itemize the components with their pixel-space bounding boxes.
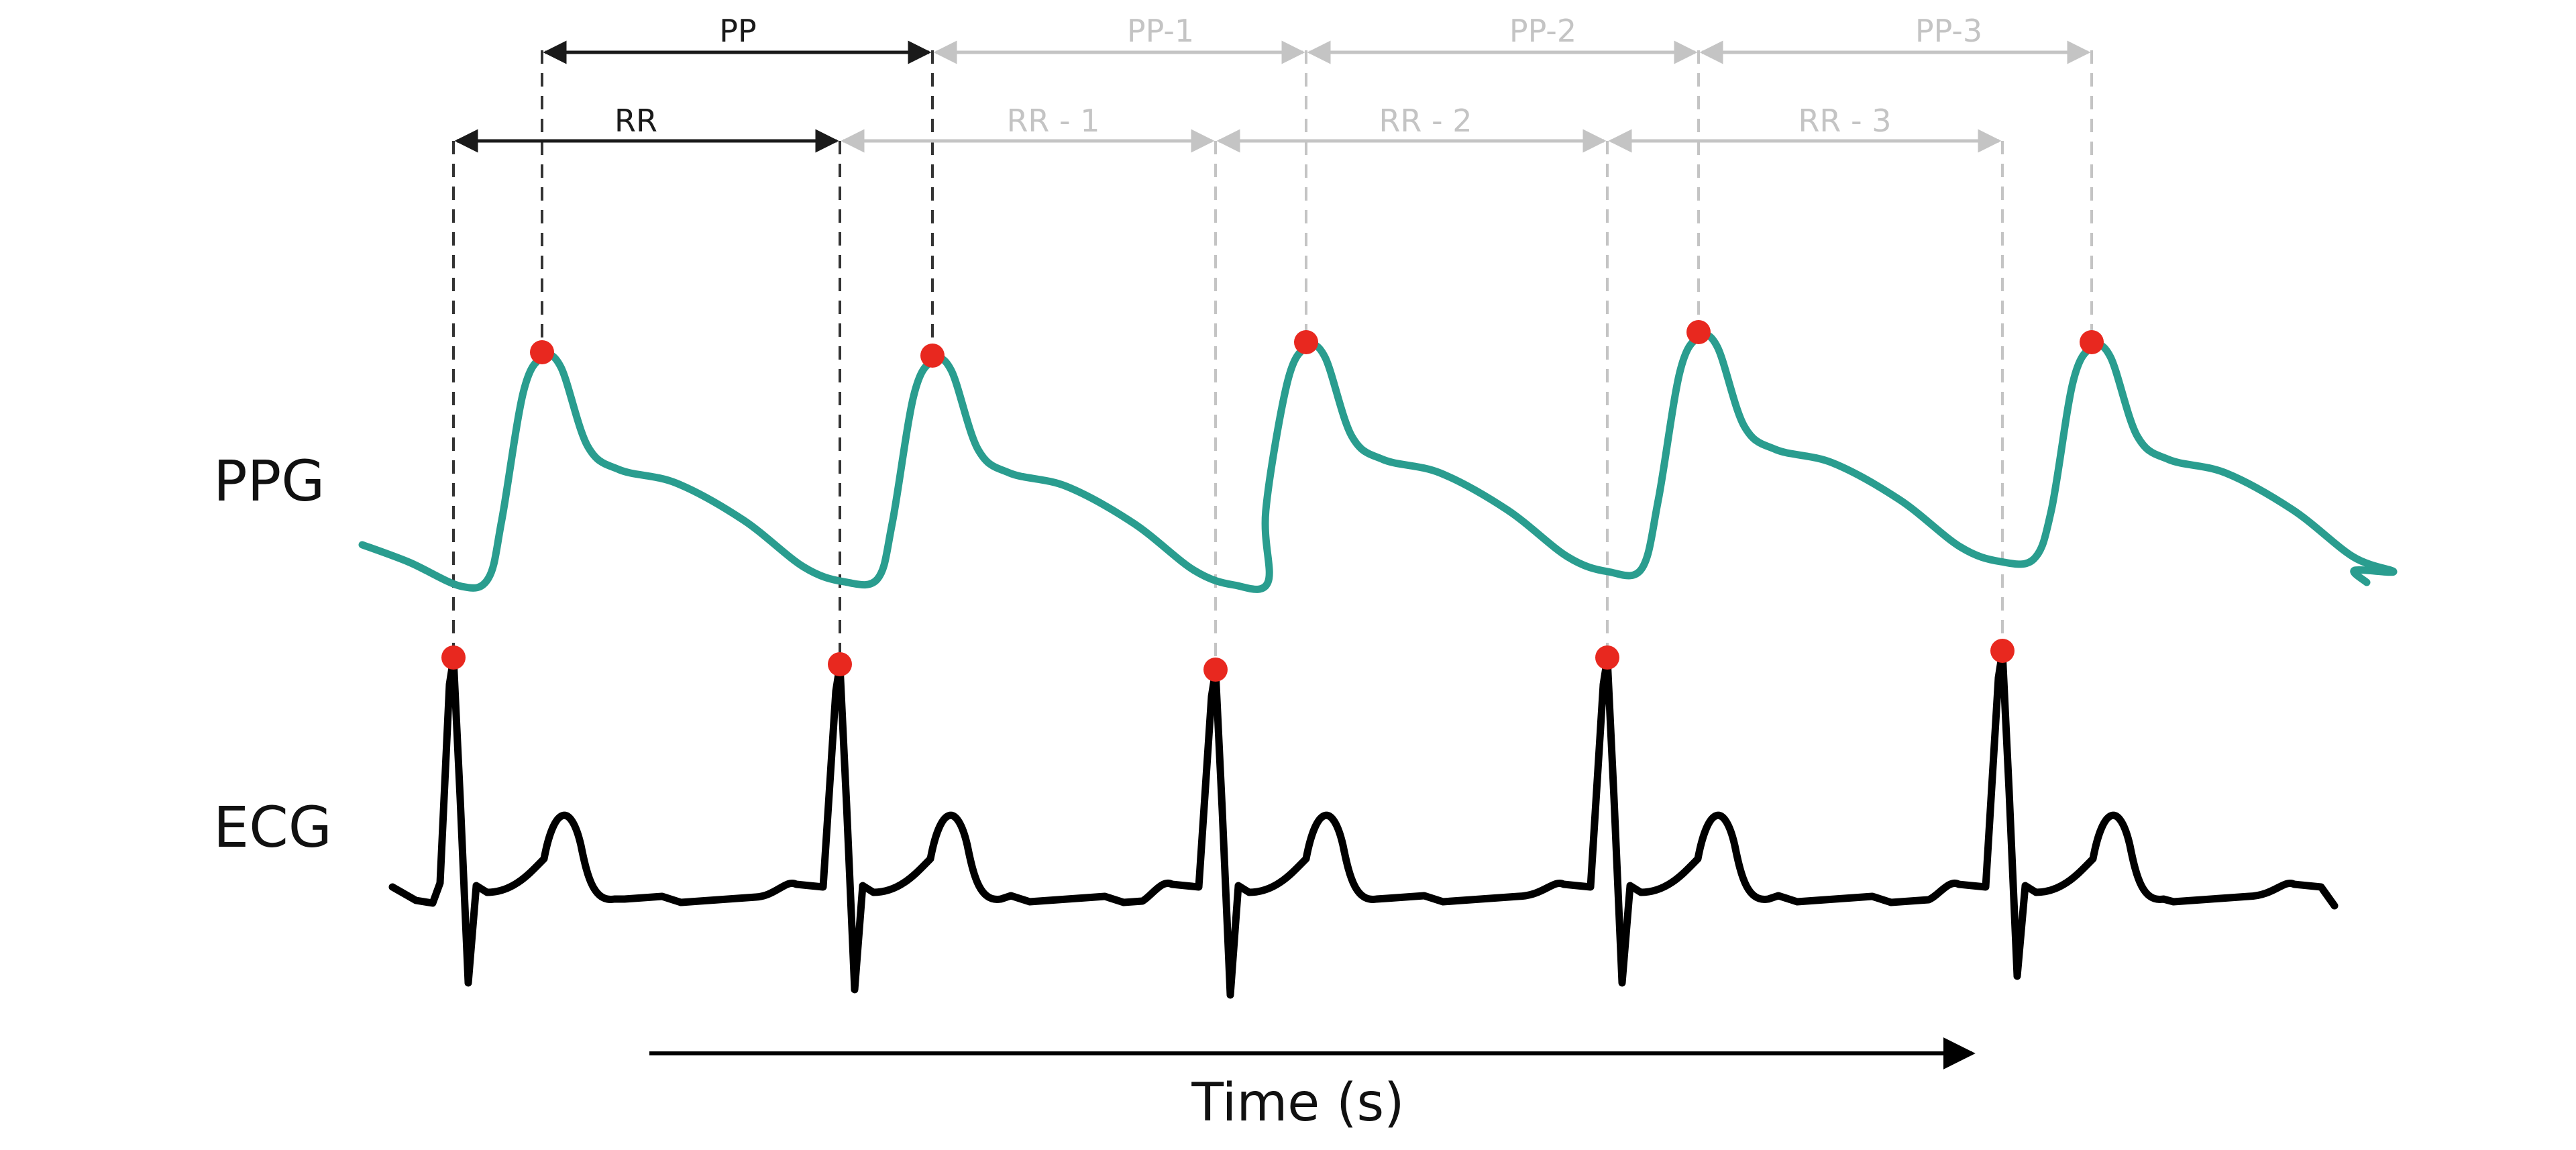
ecg-r-peak-marker bbox=[441, 645, 466, 670]
ecg-r-peak-marker bbox=[1595, 645, 1619, 670]
ecg-r-peak-marker bbox=[1990, 639, 2015, 663]
time-axis-label: Time (s) bbox=[1191, 1073, 1404, 1133]
ecg-r-peak-marker bbox=[828, 652, 852, 676]
ppg-label: PPG bbox=[213, 448, 325, 514]
ecg-label: ECG bbox=[213, 794, 332, 860]
ppg-peak-marker bbox=[2080, 330, 2104, 354]
rr-intervals: RR RR - 1 RR - 2 RR - 3 bbox=[454, 103, 2002, 153]
ecg-waveform bbox=[388, 648, 2339, 999]
pp-intervals: PP PP-1 PP-2 PP-3 bbox=[543, 13, 2091, 64]
rr-label-3: RR - 3 bbox=[1798, 103, 1891, 139]
pp-label-2: PP-2 bbox=[1509, 13, 1576, 49]
pp-label-0: PP bbox=[719, 13, 756, 49]
ppg-peak-marker bbox=[920, 344, 945, 368]
guide-lines bbox=[452, 50, 2093, 670]
ecg-r-peak-marker bbox=[1203, 658, 1228, 682]
ppg-waveform bbox=[358, 331, 2398, 593]
ppg-peak-marker bbox=[530, 340, 554, 364]
pp-label-3: PP-3 bbox=[1915, 13, 1982, 49]
ppg-peak-marker bbox=[1294, 330, 1318, 354]
rr-label-1: RR - 1 bbox=[1006, 103, 1099, 139]
ppg-peak-marker bbox=[1686, 320, 1711, 344]
rr-label-0: RR bbox=[614, 103, 657, 139]
ecg-r-peaks bbox=[441, 639, 2015, 682]
pp-label-1: PP-1 bbox=[1127, 13, 1194, 49]
rr-label-2: RR - 2 bbox=[1379, 103, 1472, 139]
ppg-peaks bbox=[530, 320, 2104, 368]
